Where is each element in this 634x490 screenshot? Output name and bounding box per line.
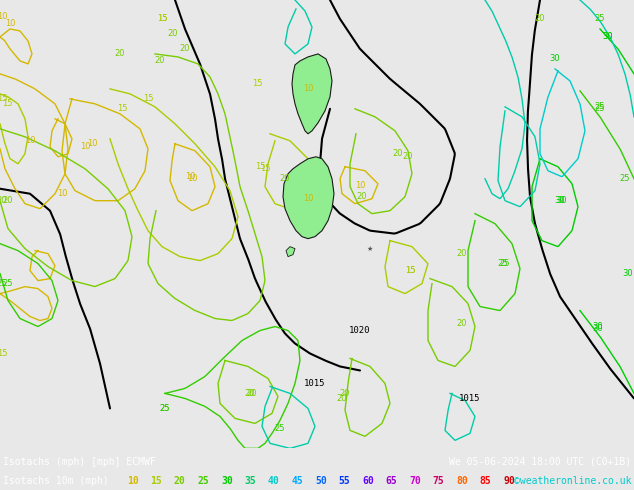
Text: 15: 15 xyxy=(117,104,127,113)
Text: 20: 20 xyxy=(392,149,403,158)
Text: 25: 25 xyxy=(595,102,605,111)
Text: 45: 45 xyxy=(292,476,303,486)
Text: 30: 30 xyxy=(555,196,566,205)
Text: 30: 30 xyxy=(603,32,613,42)
Text: 30: 30 xyxy=(623,269,633,278)
Text: 25: 25 xyxy=(275,424,285,433)
Text: 15: 15 xyxy=(255,162,265,171)
Text: 25: 25 xyxy=(198,476,209,486)
Text: 10: 10 xyxy=(355,181,365,190)
Text: 25: 25 xyxy=(2,279,13,288)
Text: 1020: 1020 xyxy=(349,326,371,335)
Text: Isotachs 10m (mph): Isotachs 10m (mph) xyxy=(3,476,109,486)
Text: 20: 20 xyxy=(280,174,290,183)
Text: 20: 20 xyxy=(180,45,190,53)
Text: 20: 20 xyxy=(155,56,165,65)
Text: 10: 10 xyxy=(0,12,7,22)
Text: 30: 30 xyxy=(593,324,604,333)
Text: 30: 30 xyxy=(593,322,604,331)
Text: 20: 20 xyxy=(0,196,7,205)
Polygon shape xyxy=(286,246,295,257)
Text: 25: 25 xyxy=(498,259,508,268)
Text: 75: 75 xyxy=(432,476,444,486)
Text: 60: 60 xyxy=(362,476,374,486)
Text: 15: 15 xyxy=(2,99,13,108)
Text: 55: 55 xyxy=(339,476,350,486)
Text: 20: 20 xyxy=(340,389,350,398)
Text: 1015: 1015 xyxy=(304,379,326,388)
Text: 10: 10 xyxy=(184,172,195,181)
Text: 65: 65 xyxy=(385,476,398,486)
Text: 15: 15 xyxy=(150,476,162,486)
Text: 20: 20 xyxy=(168,29,178,38)
Text: 15: 15 xyxy=(0,349,7,358)
Text: 15: 15 xyxy=(260,164,270,173)
Polygon shape xyxy=(283,157,334,239)
Text: 30: 30 xyxy=(550,54,560,63)
Text: 15: 15 xyxy=(143,95,153,103)
Text: 80: 80 xyxy=(456,476,468,486)
Text: 30: 30 xyxy=(557,196,567,205)
Text: 20: 20 xyxy=(2,196,13,205)
Text: 10: 10 xyxy=(303,194,313,203)
Text: 20: 20 xyxy=(115,49,126,58)
Text: 90: 90 xyxy=(503,476,515,486)
Text: 25: 25 xyxy=(595,104,605,113)
Text: 20: 20 xyxy=(534,15,545,24)
Text: 10: 10 xyxy=(303,84,313,94)
Text: 20: 20 xyxy=(174,476,186,486)
Text: 35: 35 xyxy=(245,476,256,486)
Text: 25: 25 xyxy=(160,404,171,413)
Text: 20: 20 xyxy=(357,192,367,201)
Text: 1015: 1015 xyxy=(459,394,481,403)
Text: 25: 25 xyxy=(620,174,630,183)
Text: 30: 30 xyxy=(221,476,233,486)
Text: 70: 70 xyxy=(409,476,421,486)
Text: 25: 25 xyxy=(595,15,605,24)
Text: Isotachs (mph) [mph] ECMWF: Isotachs (mph) [mph] ECMWF xyxy=(3,457,156,466)
Text: 10: 10 xyxy=(5,20,15,28)
Text: 15: 15 xyxy=(157,15,167,24)
Text: 30: 30 xyxy=(603,32,613,42)
Text: 50: 50 xyxy=(315,476,327,486)
Text: 20: 20 xyxy=(245,389,256,398)
Text: 15: 15 xyxy=(157,15,167,24)
Text: 15: 15 xyxy=(252,79,262,88)
Text: We 05-06-2024 18:00 UTC (C0+1B): We 05-06-2024 18:00 UTC (C0+1B) xyxy=(449,457,631,466)
Text: 25: 25 xyxy=(0,279,7,288)
Text: ©weatheronline.co.uk: ©weatheronline.co.uk xyxy=(514,476,631,486)
Text: 10: 10 xyxy=(187,174,197,183)
Polygon shape xyxy=(292,54,332,134)
Text: 20: 20 xyxy=(456,319,467,328)
Text: 85: 85 xyxy=(479,476,491,486)
Text: 10: 10 xyxy=(87,139,97,148)
Text: 20: 20 xyxy=(403,152,413,161)
Text: 10: 10 xyxy=(80,142,90,151)
Text: 20: 20 xyxy=(247,389,257,398)
Text: 10: 10 xyxy=(127,476,139,486)
Text: 20: 20 xyxy=(456,249,467,258)
Text: 40: 40 xyxy=(268,476,280,486)
Text: 15: 15 xyxy=(404,266,415,275)
Text: 25: 25 xyxy=(500,259,510,268)
Text: 15: 15 xyxy=(404,266,415,275)
Text: 25: 25 xyxy=(160,404,171,413)
Text: ★: ★ xyxy=(367,245,373,252)
Text: 20: 20 xyxy=(337,394,347,403)
Text: 15: 15 xyxy=(0,95,7,103)
Text: 10: 10 xyxy=(25,136,36,146)
Text: 10: 10 xyxy=(57,189,67,198)
